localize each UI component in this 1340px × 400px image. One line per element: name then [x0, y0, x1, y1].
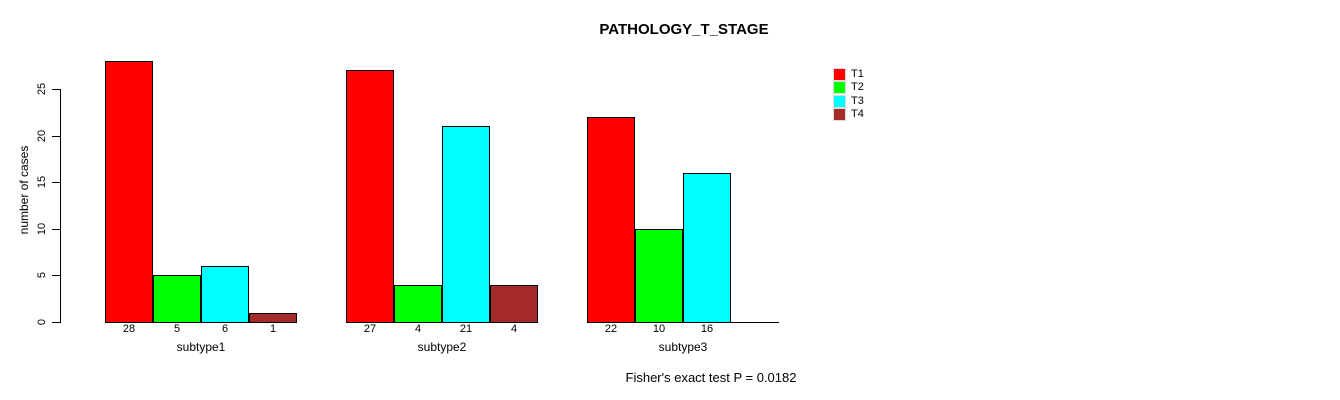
bar-value-label: 6 — [221, 323, 229, 335]
legend-item-t3: T3 — [833, 95, 864, 108]
legend-item-t2: T2 — [833, 81, 864, 94]
bar-t3-subtype1 — [201, 266, 249, 323]
y-tick — [52, 229, 60, 230]
bar-t2-subtype1 — [153, 275, 201, 323]
y-tick — [52, 136, 60, 137]
bar-value-label: 27 — [363, 323, 377, 335]
bar-t2-subtype3 — [635, 229, 683, 323]
y-tick — [52, 89, 60, 90]
legend-swatch-t3 — [833, 95, 846, 108]
bar-t1-subtype2 — [346, 70, 394, 323]
bar-t3-subtype3 — [683, 173, 731, 323]
category-label-subtype3: subtype3 — [658, 340, 708, 354]
y-axis-line — [60, 89, 61, 323]
y-tick-label: 25 — [36, 82, 48, 96]
bar-t1-subtype1 — [105, 61, 153, 323]
bar-value-label: 10 — [652, 323, 666, 335]
legend-item-t1: T1 — [833, 68, 864, 81]
bar-value-label: 28 — [122, 323, 136, 335]
bar-value-label: 4 — [510, 323, 518, 335]
y-tick-label: 15 — [36, 175, 48, 189]
legend-item-t4: T4 — [833, 108, 864, 121]
bar-t3-subtype2 — [442, 126, 490, 323]
bar-value-label: 16 — [700, 323, 714, 335]
legend-label: T2 — [851, 81, 864, 93]
bar-t2-subtype2 — [394, 285, 442, 323]
y-axis-label: number of cases — [17, 145, 31, 235]
y-tick-label: 0 — [36, 318, 48, 326]
legend-label: T1 — [851, 68, 864, 80]
category-label-subtype2: subtype2 — [417, 340, 467, 354]
legend-swatch-t4 — [833, 108, 846, 121]
bar-value-label: 22 — [604, 323, 618, 335]
y-tick-label: 20 — [36, 129, 48, 143]
bar-value-label: 21 — [459, 323, 473, 335]
y-tick-label: 10 — [36, 222, 48, 236]
annotation-fisher-test: Fisher's exact test P = 0.0182 — [625, 370, 797, 385]
bar-value-label: 1 — [269, 323, 277, 335]
legend-label: T4 — [851, 108, 864, 120]
bar-t4-subtype1 — [249, 313, 297, 323]
bar-t1-subtype3 — [587, 117, 635, 323]
bar-value-label: 5 — [173, 323, 181, 335]
category-label-subtype1: subtype1 — [176, 340, 226, 354]
y-tick — [52, 322, 60, 323]
chart-title: PATHOLOGY_T_STAGE — [599, 21, 769, 38]
bar-t4-subtype2 — [490, 285, 538, 323]
legend-swatch-t2 — [833, 81, 846, 94]
bar-value-label: 4 — [414, 323, 422, 335]
y-tick-label: 5 — [36, 271, 48, 279]
legend-swatch-t1 — [833, 68, 846, 81]
y-tick — [52, 182, 60, 183]
legend-label: T3 — [851, 95, 864, 107]
y-tick — [52, 275, 60, 276]
